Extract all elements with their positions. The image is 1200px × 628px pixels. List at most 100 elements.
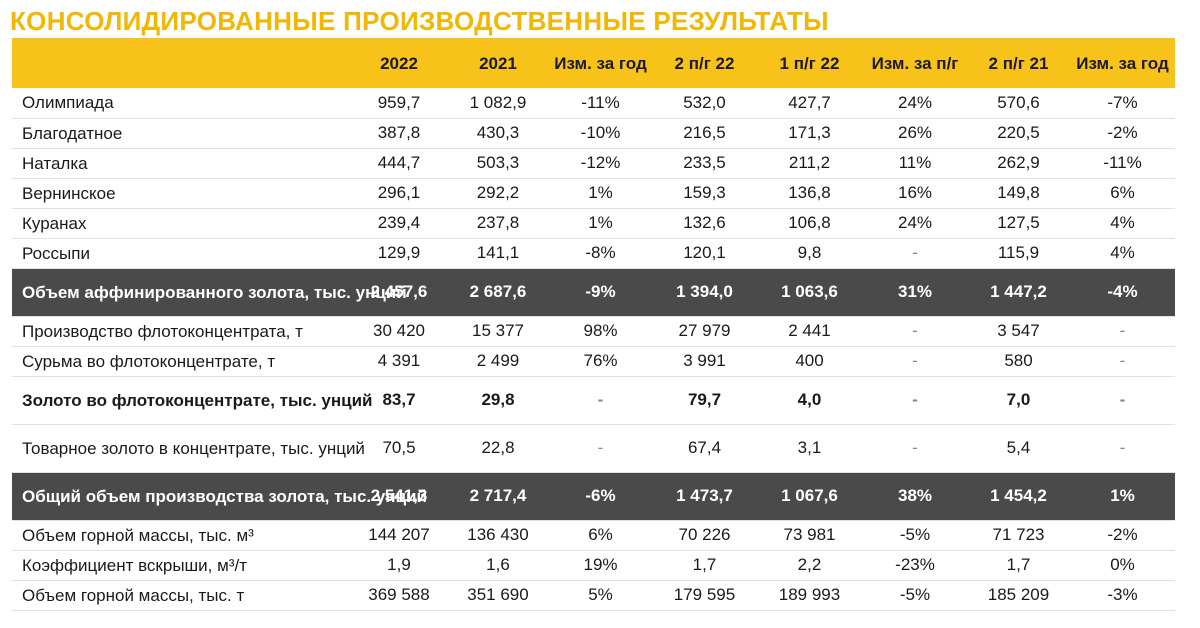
table-cell: 16% (897, 183, 933, 202)
table-cell: 189 993 (778, 585, 841, 604)
header-change-year-2: Изм. за год (1076, 53, 1169, 73)
table-cell: 570,6 (997, 92, 1040, 112)
table-row: Общий объем производства золота, тыс. ун… (12, 472, 1175, 520)
table-cell: 149,8 (997, 183, 1040, 202)
table-cell: 106,8 (788, 213, 831, 232)
table-cell: 5,4 (1006, 438, 1031, 457)
table-row: Благодатное 387,8 430,3 -10% 216,5 171,3 26% 22… (12, 118, 1175, 148)
row-label: Вернинское (22, 183, 116, 203)
table-cell: 0% (1110, 555, 1135, 574)
row-label: Общий объем производства золота, тыс. ун… (22, 486, 427, 506)
table-cell: 71 723 (992, 525, 1045, 544)
table-cell: 76% (583, 351, 618, 370)
table-cell: 1 082,9 (469, 92, 527, 112)
table-cell: 220,5 (997, 123, 1040, 142)
table-row: Наталка 444,7 503,3 -12% 233,5 211,2 11% 262,9 -… (12, 148, 1175, 178)
header-2021: 2021 (479, 53, 517, 73)
table-cell: 239,4 (377, 213, 421, 232)
table-cell: 1% (1110, 486, 1135, 505)
table-cell: 296,1 (377, 183, 421, 202)
table-row: Объем горной массы, тыс. м³ 144 207 136 43… (12, 520, 1175, 550)
table-cell: 15 377 (472, 321, 524, 340)
table-cell: -10% (580, 123, 621, 142)
table-cell: 444,7 (377, 153, 421, 172)
table-header-row: 2022 2021 Изм. за год 2 п/г 22 1 п/г 22 … (12, 38, 1175, 88)
row-label: Благодатное (22, 123, 123, 143)
table-cell: -6% (585, 486, 616, 505)
table-cell: 351 690 (467, 585, 529, 604)
row-label: Золото во флотоконцентрате, тыс. унций (22, 390, 373, 410)
row-label: Производство флотоконцентрата, т (22, 321, 303, 341)
table-cell: 159,3 (683, 183, 726, 202)
table-cell: -3% (1107, 585, 1138, 604)
table-cell: 179 595 (673, 585, 736, 604)
table-cell: 2,2 (797, 555, 822, 574)
table-cell: -5% (899, 525, 931, 544)
table-cell: 127,5 (997, 213, 1040, 232)
table-cell: -11% (1103, 153, 1142, 172)
table-row: Олимпиада 959,7 1 082,9 -11% 532,0 427,7 24% 57… (12, 88, 1175, 118)
table-cell: 262,9 (997, 153, 1040, 172)
table-cell: - (912, 390, 918, 409)
table-cell: 237,8 (476, 213, 520, 232)
row-label: Наталка (22, 153, 88, 173)
table-cell: 4,0 (797, 390, 822, 409)
table-cell: 79,7 (687, 390, 722, 409)
table-cell: 1 454,2 (990, 486, 1047, 505)
table-cell: 1% (588, 183, 613, 202)
table-cell: 171,3 (788, 123, 831, 142)
table-cell: 6% (588, 525, 613, 544)
table-cell: 30 420 (373, 321, 425, 340)
row-label: Товарное золото в концентрате, тыс. унци… (22, 438, 365, 458)
header-h2-21: 2 п/г 21 (988, 53, 1049, 73)
table-cell: 136,8 (788, 183, 831, 202)
production-results-table: 2022 2021 Изм. за год 2 п/г 22 1 п/г 22 … (12, 38, 1175, 611)
table-cell: -5% (899, 585, 931, 604)
table-cell: 19% (583, 555, 618, 574)
table-cell: 120,1 (683, 243, 726, 262)
row-label: Объем горной массы, тыс. м³ (22, 525, 254, 545)
table-cell: - (912, 351, 918, 370)
table-cell: -11% (581, 92, 620, 112)
table-cell: - (597, 390, 604, 409)
header-2022: 2022 (380, 53, 418, 73)
table-cell: 73 981 (783, 525, 836, 544)
row-label: Сурьма во флотоконцентрате, т (22, 351, 276, 371)
row-label: Куранах (22, 213, 87, 233)
table-cell: 503,3 (476, 153, 520, 172)
header-change-half: Изм. за п/г (871, 53, 959, 73)
table-cell: 29,8 (481, 390, 515, 409)
table-cell: 292,2 (476, 183, 520, 202)
header-h2-22: 2 п/г 22 (674, 53, 735, 73)
table-cell: - (1119, 351, 1126, 370)
table-cell: - (912, 438, 918, 457)
table-cell: 427,7 (788, 92, 831, 112)
table-cell: 144 207 (368, 525, 430, 544)
page-title: КОНСОЛИДИРОВАННЫЕ ПРОИЗВОДСТВЕННЫЕ РЕЗУЛ… (10, 6, 829, 36)
table-cell: 26% (897, 123, 933, 142)
table-cell: 2 499 (476, 351, 520, 370)
table-row: Сурьма во флотоконцентрате, т 4 391 2 499 7… (12, 346, 1175, 376)
header-h1-22: 1 п/г 22 (779, 53, 840, 73)
table-cell: 141,1 (476, 243, 520, 262)
table-cell: 1 067,6 (781, 486, 838, 505)
table-cell: 1 447,2 (990, 282, 1047, 301)
table-cell: 1 394,0 (676, 282, 733, 301)
table-cell: 3 547 (997, 321, 1040, 340)
table-cell: 233,5 (683, 153, 726, 172)
table-row: Золото во флотоконцентрате, тыс. унций 83… (12, 376, 1175, 424)
table-cell: 2 687,6 (469, 282, 527, 301)
table-cell: 2 441 (788, 321, 831, 340)
header-change-year: Изм. за год (554, 53, 647, 73)
table-cell: - (1119, 390, 1126, 409)
table-cell: -23% (895, 555, 935, 574)
table-cell: - (1119, 321, 1126, 340)
table-cell: 24% (897, 92, 933, 112)
table-cell: 211,2 (788, 153, 831, 172)
table-cell: 4 391 (377, 351, 421, 370)
table-cell: 31% (897, 282, 933, 301)
table-cell: 1 473,7 (676, 486, 733, 505)
table-cell: 1% (588, 213, 613, 232)
table-cell: 6% (1110, 183, 1135, 202)
table-cell: - (912, 321, 918, 340)
